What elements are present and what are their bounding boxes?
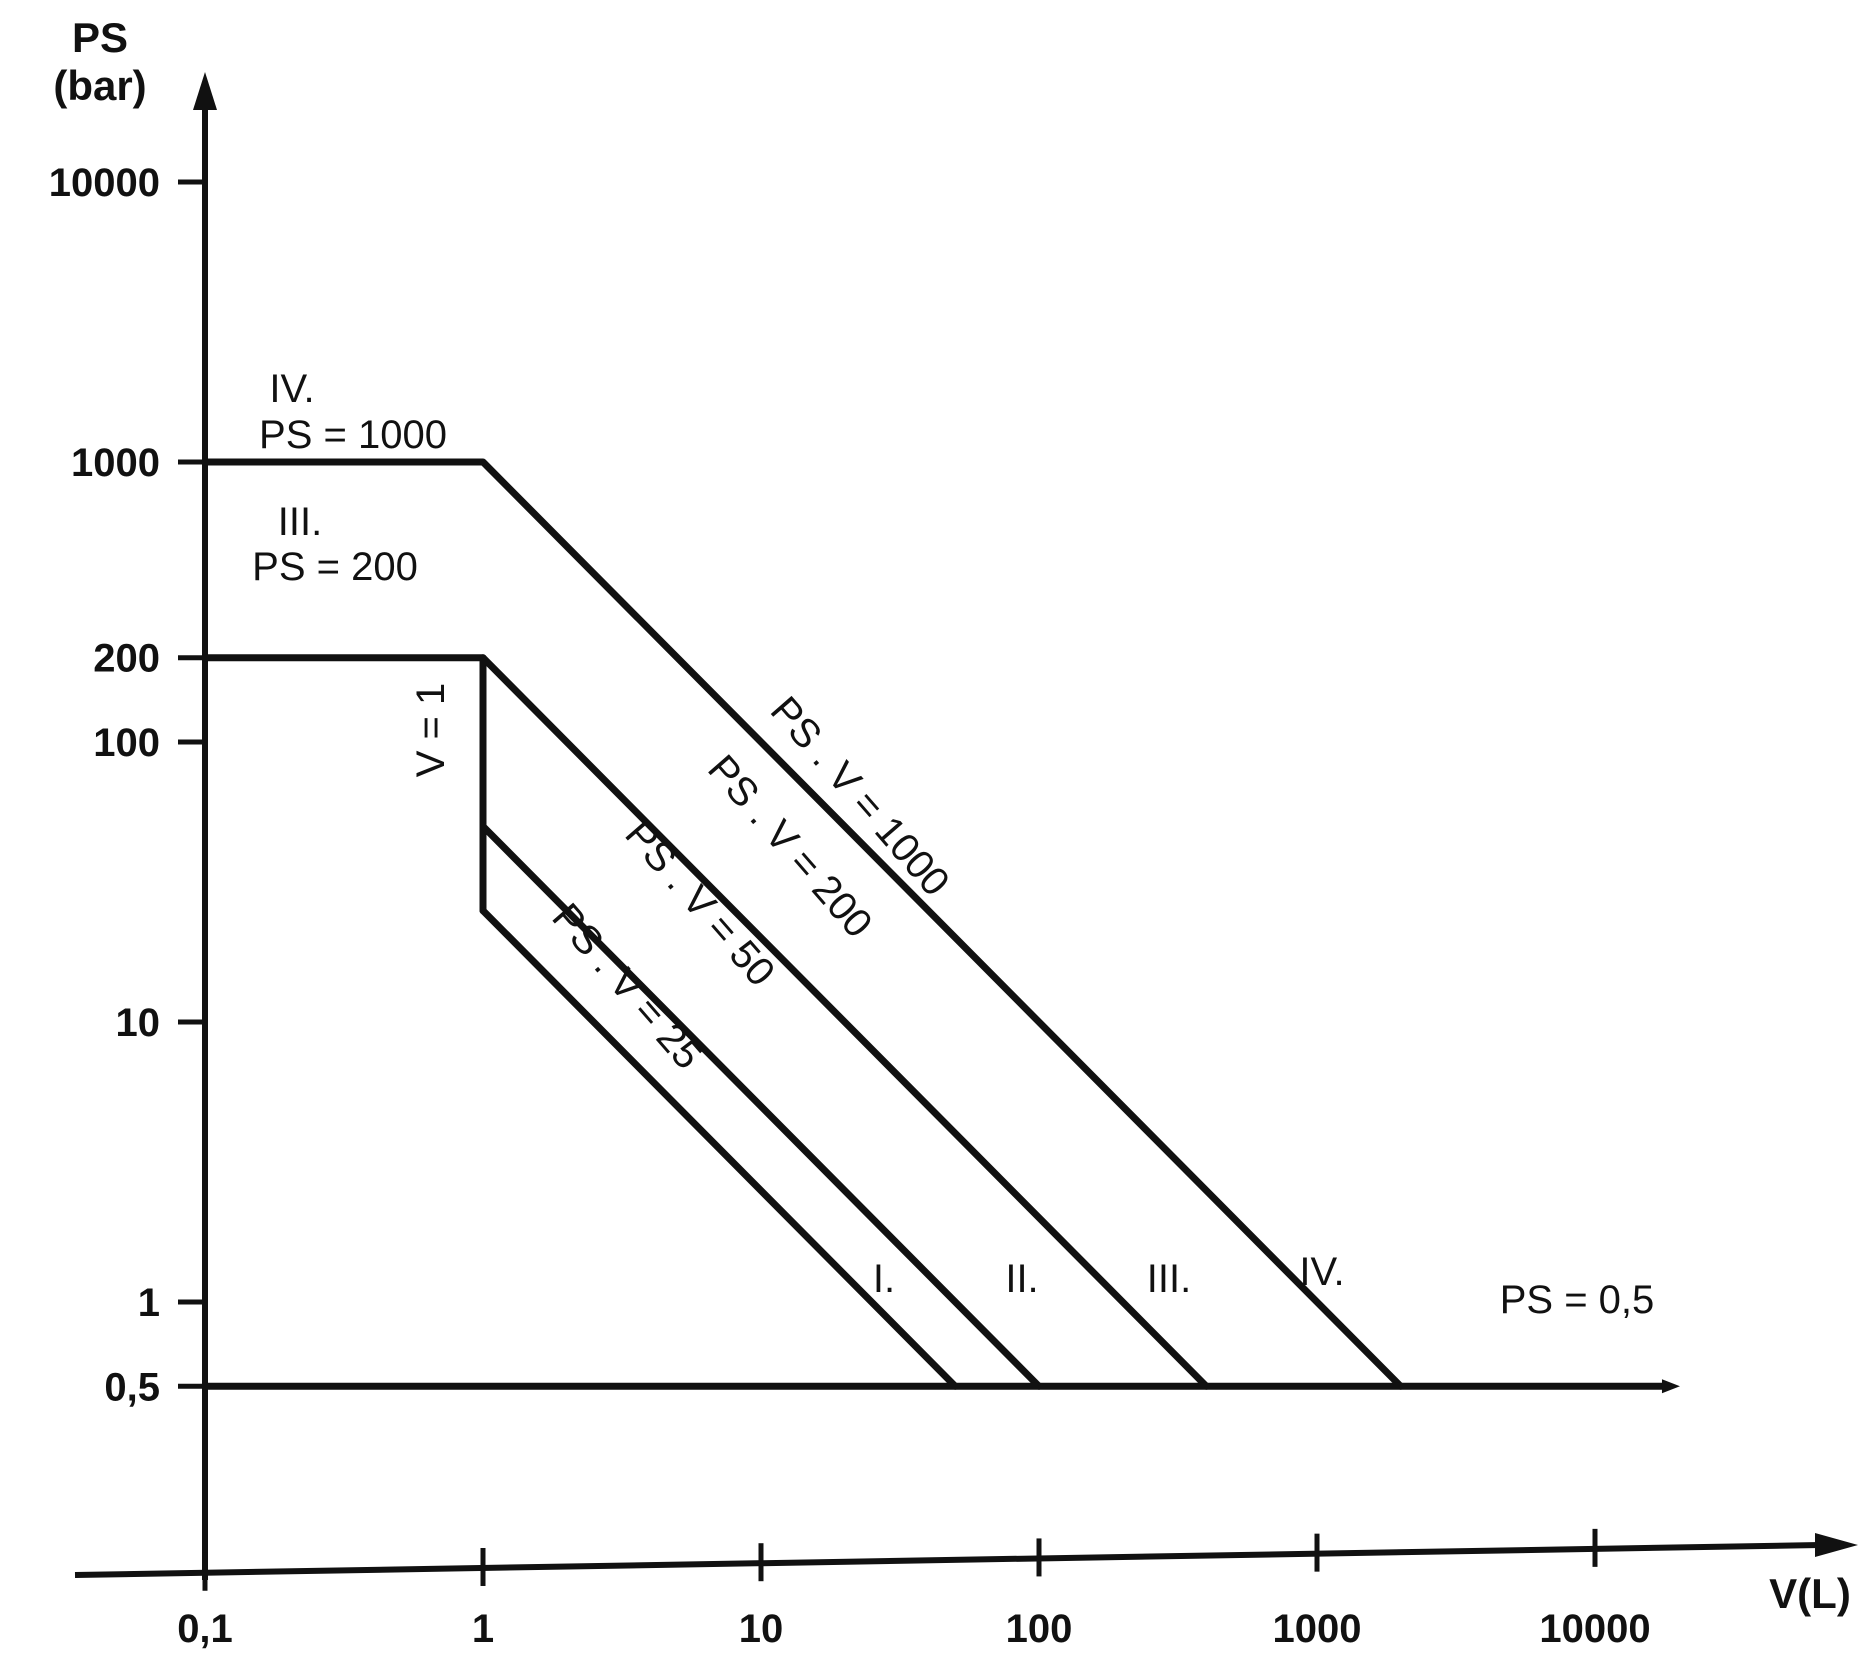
x-ticks: 0,1 1 10 100 1000 10000 — [177, 1528, 1651, 1651]
v-eq-1-label: V = 1 — [409, 683, 453, 778]
y-axis-title-line1: PS — [72, 14, 128, 61]
y-tick-label: 1000 — [71, 441, 160, 485]
ps-half-label: PS = 0,5 — [1500, 1278, 1655, 1322]
y-axis-arrowhead — [193, 72, 217, 110]
line-25-label: PS . V = 25 — [543, 895, 710, 1077]
region-iv-label: IV. — [1299, 1250, 1344, 1294]
boundary-line-1 — [201, 458, 1405, 1390]
x-tick-label: 1000 — [1273, 1607, 1362, 1651]
x-tick-label: 10 — [739, 1607, 784, 1651]
x-tick-label: 10000 — [1539, 1607, 1650, 1651]
y-tick-label: 10 — [116, 1001, 161, 1045]
region-iii-label: III. — [1147, 1257, 1191, 1301]
y-tick-label: 10000 — [49, 161, 160, 205]
y-axis-title-line2: (bar) — [53, 62, 146, 109]
y-tick-label: 200 — [93, 637, 160, 681]
x-axis-arrowhead — [1815, 1533, 1858, 1557]
region-iii-top-numeral: III. — [278, 500, 322, 544]
x-tick-label: 1 — [472, 1607, 494, 1651]
region-iv-top-text: PS = 1000 — [259, 413, 447, 457]
x-tick-label: 100 — [1006, 1607, 1073, 1651]
boundary-line-2 — [201, 654, 1210, 1390]
boundary-line-5 — [479, 907, 959, 1390]
y-ticks: 10000 1000 200 100 10 1 0,5 — [49, 161, 205, 1409]
boundary-lines — [201, 458, 1680, 1394]
ps-half-line-arrowhead — [1661, 1379, 1680, 1394]
x-axis-title: V(L) — [1769, 1570, 1851, 1617]
region-iii-top-text: PS = 200 — [252, 545, 418, 589]
region-ii-label: II. — [1005, 1257, 1038, 1301]
boundary-line-4 — [479, 822, 1043, 1390]
y-tick-label: 1 — [138, 1281, 160, 1325]
y-tick-label: 0,5 — [104, 1365, 160, 1409]
y-tick-label: 100 — [93, 721, 160, 765]
x-axis-line — [74, 1542, 1821, 1578]
region-iv-top-numeral: IV. — [269, 367, 314, 411]
region-i-label: I. — [873, 1257, 895, 1301]
x-tick-label: 0,1 — [177, 1607, 233, 1651]
